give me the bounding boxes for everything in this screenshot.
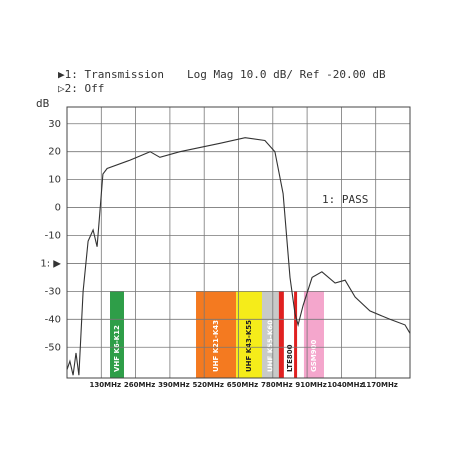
chart-title: ▶1: Transmission (58, 68, 164, 81)
band (196, 291, 237, 378)
band-label: GSM900 (310, 340, 318, 372)
y-tick-label: -10 (45, 231, 61, 242)
y-tick-label: -30 (45, 286, 61, 297)
y-tick-label: 30 (48, 119, 61, 130)
y-tick-label: 10 (48, 175, 61, 186)
band-label: UHF K43-K55 (245, 320, 253, 372)
annotation: 1: PASS (322, 193, 368, 206)
band-label: VHF K6-K12 (113, 325, 121, 372)
trace2-status: ▷2: Off (58, 82, 104, 95)
x-tick-label: 650MHz (227, 381, 259, 389)
x-tick-label: 520MHz (192, 381, 224, 389)
band-edge (294, 291, 298, 378)
x-tick-label: 130MHz (90, 381, 122, 389)
plot-frame (66, 106, 411, 379)
band-label: LTE800 (286, 344, 294, 372)
band-label: UHF K21-K43 (212, 320, 220, 372)
band (110, 291, 124, 378)
x-tick-label: 780MHz (261, 381, 293, 389)
y-tick-label: 1: ▶ (40, 258, 61, 269)
y-tick-label: -40 (45, 314, 61, 325)
x-tick-label: 910MHz (295, 381, 327, 389)
x-tick-label: 390MHz (158, 381, 190, 389)
band-label: UHF K55-K60 (266, 320, 274, 372)
band (303, 291, 324, 378)
x-tick-label: 1040MHz (327, 381, 363, 389)
band (261, 291, 279, 378)
y-tick-label: -50 (45, 342, 61, 353)
band (236, 291, 262, 378)
y-axis-label: dB (36, 97, 50, 110)
trace-line (66, 137, 411, 376)
y-tick-label: 0 (55, 203, 61, 214)
band-edge (278, 291, 284, 378)
chart-subtitle: Log Mag 10.0 dB/ Ref -20.00 dB (187, 68, 386, 81)
y-tick-label: 20 (48, 147, 61, 158)
x-tick-label: 260MHz (124, 381, 156, 389)
x-tick-label: 1170MHz (362, 381, 398, 389)
